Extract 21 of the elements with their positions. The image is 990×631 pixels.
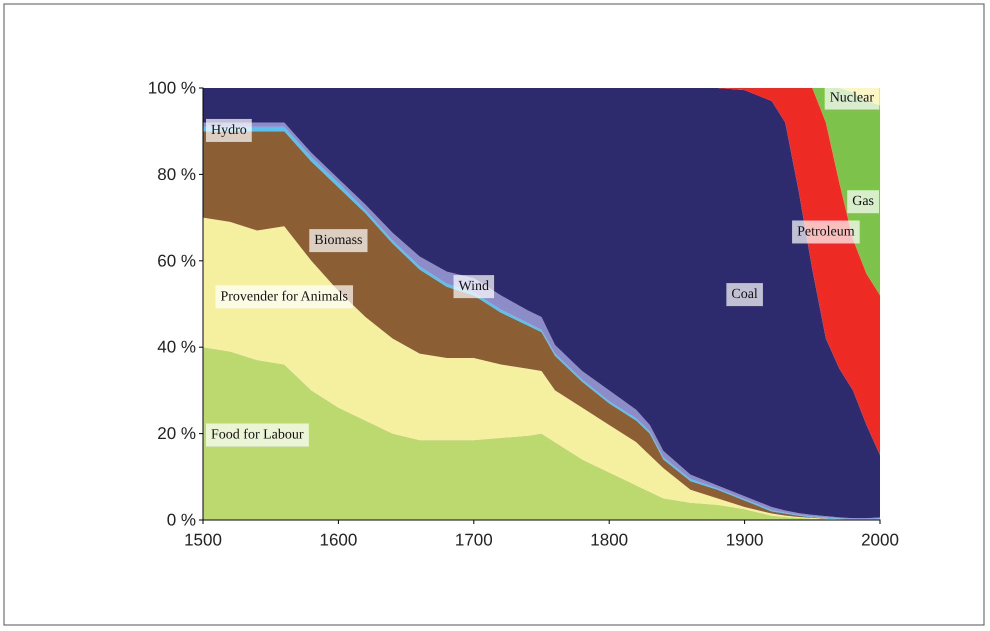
y-tick-label: 40 %	[157, 338, 196, 357]
x-tick-label: 1600	[319, 530, 358, 550]
series-label: Biomass	[314, 233, 363, 248]
x-tick-label: 1900	[726, 530, 764, 550]
series-label: Provender for Animals	[220, 289, 348, 304]
y-tick-label: 60 %	[157, 251, 196, 270]
y-tick-label: 20 %	[157, 424, 196, 444]
series-label: Nuclear	[830, 90, 874, 106]
x-tick-label: 1500	[184, 530, 222, 550]
series-label: Wind	[458, 279, 490, 294]
y-tick-label: 0 %	[166, 510, 196, 530]
series-label: Petroleum	[797, 224, 855, 240]
x-tick-label: 1700	[454, 530, 493, 550]
series-label: Gas	[852, 194, 874, 210]
series-label: Food for Labour	[211, 428, 304, 442]
y-tick-label: 100 %	[148, 78, 196, 98]
y-tick-label: 80 %	[157, 164, 196, 184]
series-label: Coal	[731, 287, 758, 302]
x-tick-label: 2000	[861, 530, 899, 550]
x-tick-label: 1800	[590, 530, 628, 550]
series-label: Hydro	[211, 122, 247, 138]
